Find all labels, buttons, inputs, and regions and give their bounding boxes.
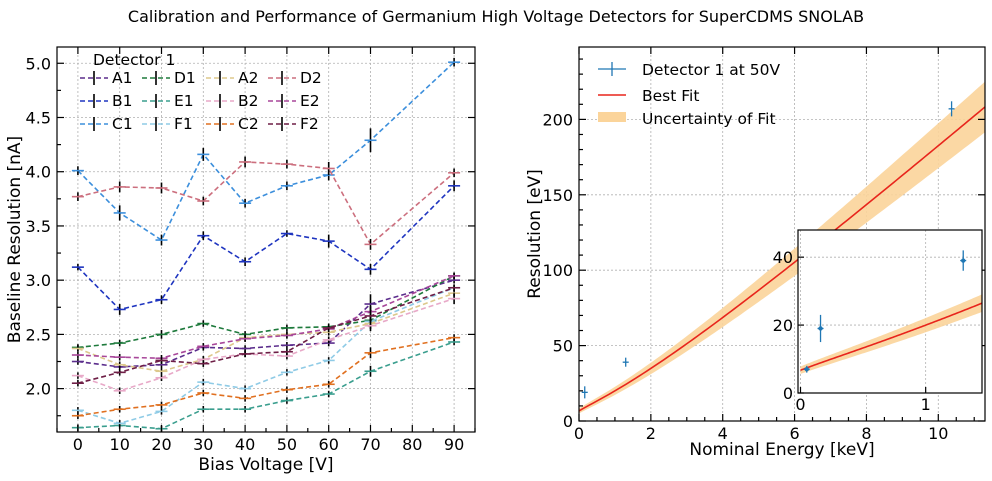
legend-label-D1: D1: [174, 69, 196, 87]
left-chart-baseline-resolution: 0 10 20 30 40 50 60 70 80 90 2.0 2.5 3.0 3.5 4.0 4.5 5.0…: [5, 46, 476, 475]
y-tick-label: 3.5: [26, 217, 51, 236]
series-line-D2: [77, 161, 455, 246]
x-axis-label: Nominal Energy [keV]: [689, 440, 874, 460]
y-axis-label: Baseline Resolution [nA]: [5, 136, 25, 343]
x-tick-label: 60: [319, 435, 339, 454]
x-tick-label: 6: [789, 424, 799, 443]
inset-y-tick-label: 0: [783, 384, 793, 403]
inset-y-tick-label: 40: [773, 248, 793, 267]
y-tick-label: 0: [563, 412, 573, 431]
series-line-E2: [77, 275, 455, 360]
legend: Detector 1 at 50V Best Fit Uncertainty of …: [598, 61, 780, 128]
series-line-D1: [77, 275, 455, 349]
inset-x-tick-label: 0: [795, 395, 805, 414]
y-tick-label: 4.0: [26, 163, 51, 182]
x-tick-label: 10: [928, 424, 948, 443]
legend-title: Detector 1: [93, 51, 175, 69]
series-line-E1: [77, 341, 455, 430]
series-line-A2: [77, 292, 455, 373]
y-axis-label: Resolution [eV]: [525, 169, 545, 299]
series-line-C1: [77, 61, 455, 242]
series-C1: [71, 57, 461, 246]
legend-label-D2: D2: [300, 69, 322, 87]
series-line-A1: [77, 279, 455, 368]
y-tick-label: 2.0: [26, 380, 51, 399]
series-line-B2: [77, 297, 455, 392]
legend-label-F1: F1: [174, 115, 193, 133]
series-B1: [71, 180, 461, 315]
x-tick-label: 30: [193, 435, 213, 454]
series-line-F2: [77, 287, 455, 384]
x-tick-label: 70: [360, 435, 380, 454]
inset-x-tick-label: 1: [921, 395, 931, 414]
legend-label-points: Detector 1 at 50V: [642, 61, 780, 79]
inset-frame: [797, 229, 983, 394]
x-tick-label: 0: [574, 424, 584, 443]
inset-y-tick-label: 20: [773, 316, 793, 335]
x-tick-label: 40: [235, 435, 255, 454]
legend-label-C1: C1: [112, 115, 133, 133]
legend-label-B2: B2: [238, 92, 259, 110]
inset-point-marker: [818, 326, 823, 331]
figure-suptitle: Calibration and Performance of Germanium…: [128, 7, 864, 26]
series-E2: [71, 272, 461, 362]
y-tick-label: 100: [542, 261, 573, 280]
x-tick-label: 90: [444, 435, 464, 454]
series-line-F1: [77, 287, 455, 425]
y-tick-label: 5.0: [26, 54, 51, 73]
x-tick-label: 4: [718, 424, 728, 443]
series-C2: [71, 334, 461, 419]
x-tick-label: 20: [151, 435, 171, 454]
series-line-C2: [77, 336, 455, 417]
inset-point-marker: [961, 258, 966, 263]
x-tick-label: 80: [402, 435, 422, 454]
x-axis-label: Bias Voltage [V]: [198, 455, 333, 475]
series-line-B1: [77, 185, 455, 311]
legend-label-fit: Best Fit: [642, 87, 699, 105]
legend-label-E2: E2: [300, 92, 320, 110]
y-tick-label: 4.5: [26, 108, 51, 127]
legend-label-B1: B1: [112, 92, 133, 110]
legend-label-E1: E1: [174, 92, 194, 110]
series-A2: [71, 289, 461, 375]
y-tick-label: 150: [542, 186, 573, 205]
x-tick-label: 50: [277, 435, 297, 454]
y-tick-label: 3.0: [26, 271, 51, 290]
y-tick-label: 50: [553, 337, 573, 356]
series-D2: [71, 156, 461, 250]
series-A1: [71, 276, 461, 371]
legend-label-A2: A2: [238, 69, 258, 87]
legend-label-F2: F2: [300, 115, 319, 133]
inset-best-fit-line: [800, 302, 983, 371]
x-tick-label: 2: [646, 424, 656, 443]
y-tick-label: 200: [542, 110, 573, 129]
y-tick-label: 2.5: [26, 325, 51, 344]
legend-swatch-band: [598, 112, 626, 122]
legend-label-A1: A1: [112, 69, 132, 87]
legend: Detector 1A1 B1 C1 D1 E1 F1 A2 B2 C2 D2 E2 F2: [80, 51, 322, 133]
x-tick-label: 0: [73, 435, 83, 454]
legend-label-C2: C2: [238, 115, 259, 133]
inset-point-marker: [804, 367, 809, 372]
legend-label-band: Uncertainty of Fit: [642, 110, 776, 128]
series-F2: [71, 284, 461, 387]
x-tick-label: 8: [861, 424, 871, 443]
best-fit-line: [578, 106, 986, 412]
x-tick-label: 10: [110, 435, 130, 454]
right-plot-frame: [578, 46, 986, 422]
